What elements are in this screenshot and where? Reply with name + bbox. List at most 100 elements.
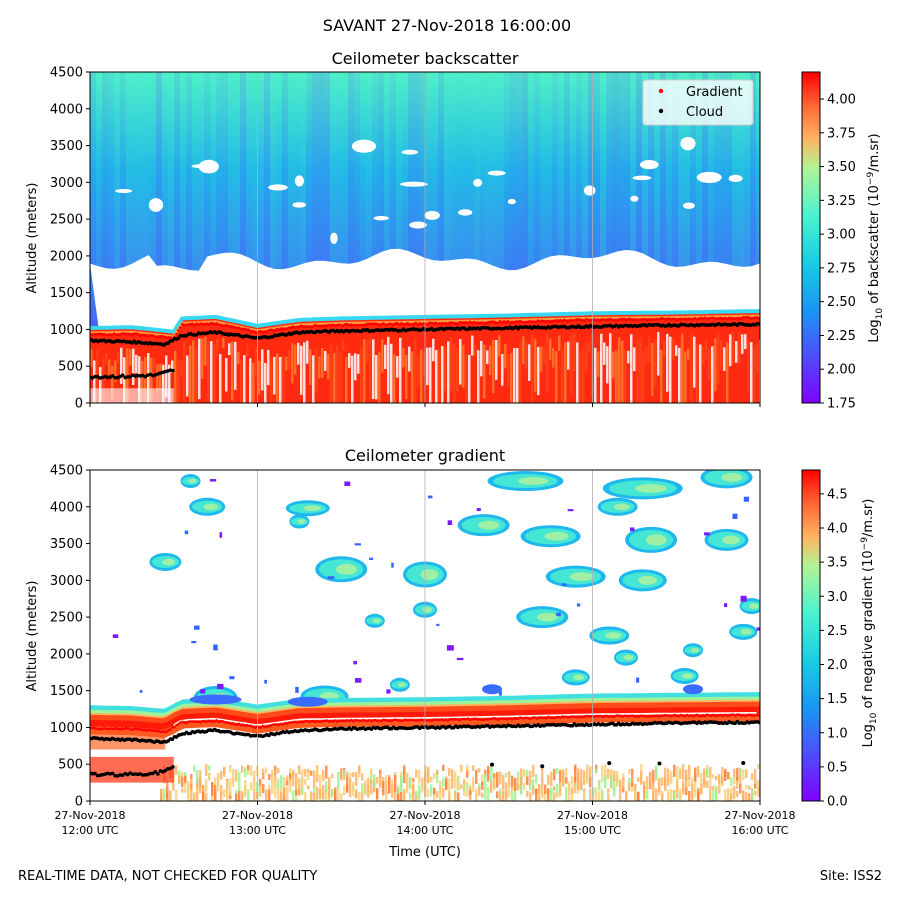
sky-streak [522,72,528,272]
surface-speckle [394,784,397,801]
surface-speckle [589,777,592,788]
gradient-point [273,723,277,726]
gradient-point [587,714,590,718]
surface-speckle [685,787,688,795]
surface-speckle [427,788,430,797]
sky-streak [558,72,564,272]
gradient-point [343,719,347,723]
sky-streak [168,72,174,272]
surface-speckle [289,773,292,783]
gradient-point [315,324,319,328]
gradient-point [725,714,729,717]
gradient-point [659,714,663,718]
aerosol-streak [426,347,429,386]
aerosol-streak [456,347,459,392]
gradient-point [452,718,456,721]
gradient-point [554,319,558,322]
gradient-point [163,730,166,733]
aerosol-streak [657,332,660,376]
aerosol-streak [303,342,306,403]
backscatter-title: Ceilometer backscatter [332,49,519,68]
gradient-point [195,720,198,723]
gradient-point [715,714,719,718]
aerosol-streak [219,354,222,403]
surface-speckle [307,768,310,773]
sky-streak [330,72,336,272]
surface-speckle [643,788,646,801]
gradient-point [368,718,371,722]
surface-speckle [523,783,526,790]
surface-speckle [385,775,388,789]
gradient-point [347,719,351,723]
surface-speckle [478,786,481,796]
gradient-point [243,724,247,727]
gradient-point [110,727,114,730]
gradient-point [651,714,655,718]
surface-speckle [706,768,709,777]
signal-gap [680,136,696,151]
aerosol-streak [630,334,633,403]
gradient-point [173,725,176,729]
gradient-point [454,717,458,721]
gradient-point [579,715,582,719]
surface-speckle [343,785,346,796]
surface-speckle [697,766,700,778]
gradient-point [741,713,745,717]
gradient-point [104,727,108,730]
aerosol-streak [540,346,543,372]
surface-speckle [619,788,622,801]
surface-speckle [709,777,712,794]
sky-streak [372,72,378,272]
low-cloud-point [490,762,494,767]
surface-speckle [286,775,289,781]
gradient-point [689,714,693,717]
aerosol-streak [558,335,561,351]
surface-speckle [346,775,349,792]
gradient-point [144,729,148,732]
aerosol-streak [555,350,558,403]
colorbar-tick-label: 2.5 [827,624,848,639]
sky-streak [312,72,318,272]
sky-streak [702,72,708,272]
backscatter-colorbar-label: Log10 of backscatter (10−9/m.sr) [866,133,885,342]
gradient-speckle [556,612,561,617]
surface-speckle [475,788,478,801]
gradient-point [279,722,283,726]
gradient-layer-blob [613,503,630,511]
aerosol-streak [306,340,309,364]
aerosol-streak [90,348,93,367]
gradient-point [388,719,391,723]
aerosol-streak [198,338,201,400]
gradient-point [577,716,580,719]
gradient-point [490,717,494,720]
gradient-point [92,332,96,336]
gradient-point [279,327,283,331]
gradient-point [158,335,162,338]
surface-speckle [184,772,187,780]
gradient-point [703,714,707,718]
surface-speckle [715,775,718,781]
gradient-point [114,333,118,337]
aerosol-streak [684,351,687,403]
gradient-point [138,727,142,731]
gradient-point [488,717,492,721]
gradient-point [225,721,228,724]
aerosol-streak [741,334,744,354]
gradient-point [733,714,737,717]
surface-speckle [511,775,514,790]
sky-streak [354,72,360,272]
gradient-layer-blob [569,572,594,582]
legend-box [642,79,754,126]
aerosol-streak [345,357,348,403]
gradient-point [362,718,365,722]
surface-speckle [355,791,358,798]
gradient-point [703,316,707,320]
gradient-point [122,332,126,336]
sky-streak [426,72,432,272]
gradient-point [325,719,329,722]
gradient-point [510,717,514,721]
gradient-point [619,714,622,718]
aerosol-streak [153,358,156,378]
signal-gap [424,210,440,220]
surface-speckle [646,776,649,791]
